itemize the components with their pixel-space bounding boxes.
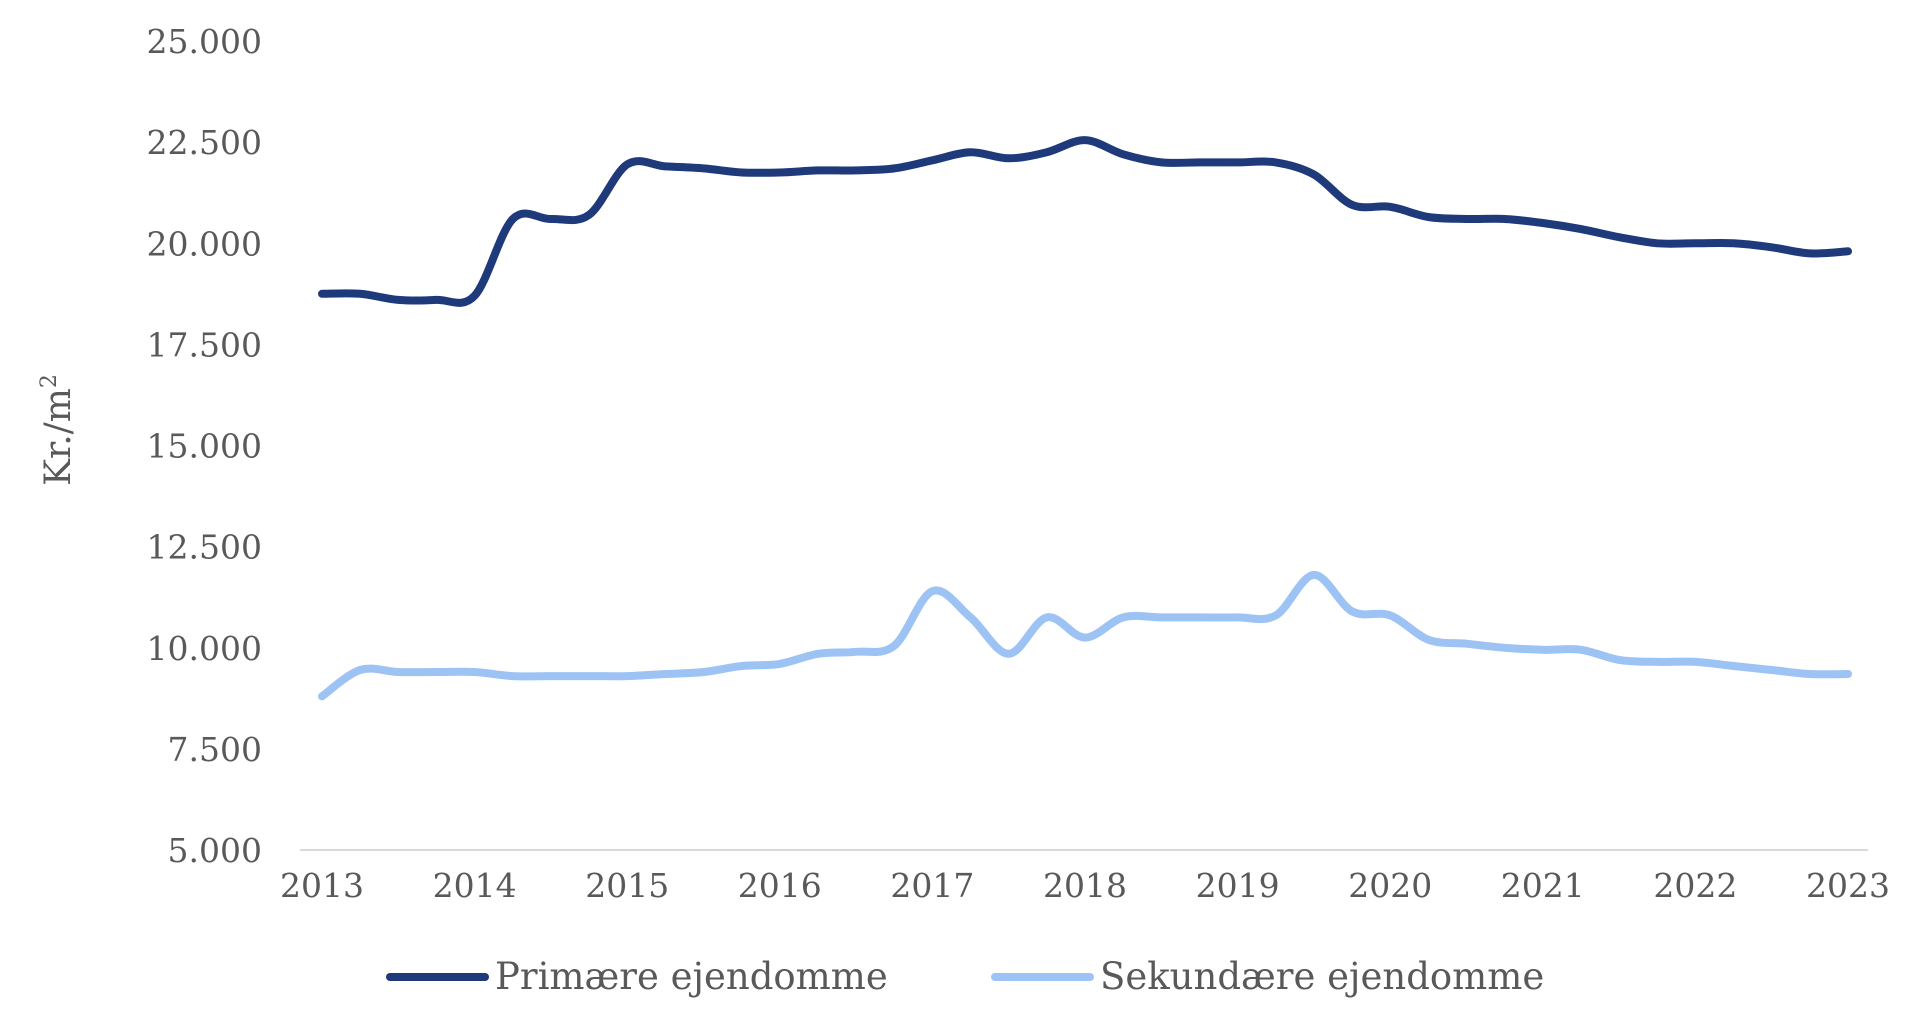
legend-label: Sekundære ejendomme [1100,955,1544,998]
x-tick-label: 2017 [890,866,974,905]
y-tick-label: 12.500 [147,528,262,567]
y-tick-label: 20.000 [147,224,262,263]
x-tick-label: 2020 [1348,866,1432,905]
x-axis-ticks: 2013 2014 2015 2016 2017 2018 2019 2020 2021 2022… [280,866,1890,905]
series-line-primaere [318,136,1852,307]
y-axis-title-superscript: 2 [37,374,62,388]
series-line-sekundaere [318,570,1852,701]
y-axis-ticks: 5.000 7.500 10.000 12.500 15.000 17.500 20.000… [147,22,262,870]
x-tick-label: 2013 [280,866,364,905]
x-tick-label: 2023 [1806,866,1890,905]
legend-label: Primære ejendomme [495,955,888,998]
x-tick-label: 2022 [1653,866,1737,905]
x-tick-label: 2015 [585,866,669,905]
x-tick-label: 2021 [1501,866,1585,905]
x-tick-label: 2019 [1196,866,1280,905]
y-tick-label: 7.500 [168,730,262,769]
y-tick-label: 17.500 [147,325,262,364]
y-axis-title-main: Kr./m [38,388,79,486]
y-tick-label: 25.000 [147,22,262,61]
legend-item-primaere: Primære ejendomme [386,955,888,998]
legend: Primære ejendomme Sekundære ejendomme [386,955,1544,998]
y-axis-title: Kr./m2 [37,374,79,486]
x-tick-label: 2016 [738,866,822,905]
y-tick-label: 10.000 [147,629,262,668]
x-tick-label: 2014 [433,866,517,905]
x-tick-label: 2018 [1043,866,1127,905]
y-axis-title-text: Kr./m2 [37,374,79,486]
y-tick-label: 15.000 [147,427,262,466]
legend-item-sekundaere: Sekundære ejendomme [991,955,1544,998]
y-tick-label: 22.500 [147,123,262,162]
y-tick-label: 5.000 [168,831,262,870]
series-lines [318,136,1852,701]
